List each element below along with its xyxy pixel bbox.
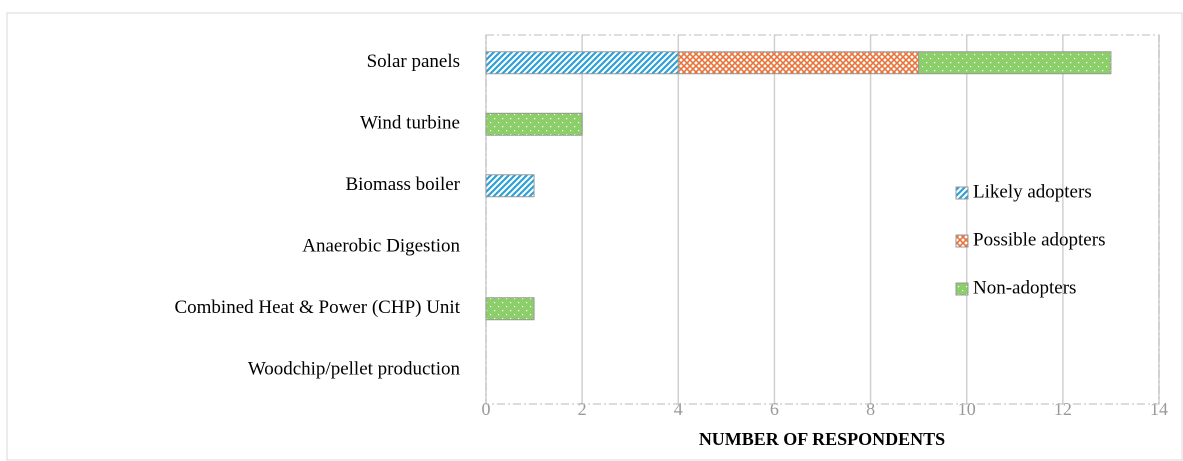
bar <box>918 51 1112 75</box>
bar <box>485 51 679 75</box>
x-tick-label: 10 <box>958 399 976 419</box>
legend-label: Likely adopters <box>973 181 1092 202</box>
y-tick-label: Woodchip/pellet production <box>248 359 461 380</box>
legend-label: Non-adopters <box>973 277 1076 298</box>
legend-label: Possible adopters <box>973 229 1105 250</box>
y-tick-label: Solar panels <box>367 51 460 72</box>
legend-swatch <box>955 282 969 296</box>
bar <box>485 112 583 136</box>
x-tick-label: 6 <box>770 399 779 419</box>
x-tick-label: 8 <box>866 399 875 419</box>
y-tick-label: Anaerobic Digestion <box>302 236 460 257</box>
plot-border <box>485 34 1160 405</box>
chart-frame <box>6 12 1183 461</box>
y-tick-label: Biomass boiler <box>345 174 460 195</box>
bar <box>485 297 535 321</box>
y-tick-label: Combined Heat & Power (CHP) Unit <box>174 297 460 318</box>
bar <box>485 174 535 198</box>
x-tick-label: 12 <box>1054 399 1072 419</box>
x-tick-label: 0 <box>482 399 491 419</box>
legend-swatch <box>955 234 969 248</box>
x-axis-title: NUMBER OF RESPONDENTS <box>699 429 945 449</box>
legend-swatch <box>955 186 969 200</box>
x-tick-label: 4 <box>674 399 683 419</box>
y-tick-label: Wind turbine <box>360 113 460 134</box>
x-tick-label: 2 <box>578 399 587 419</box>
bar <box>677 51 920 75</box>
